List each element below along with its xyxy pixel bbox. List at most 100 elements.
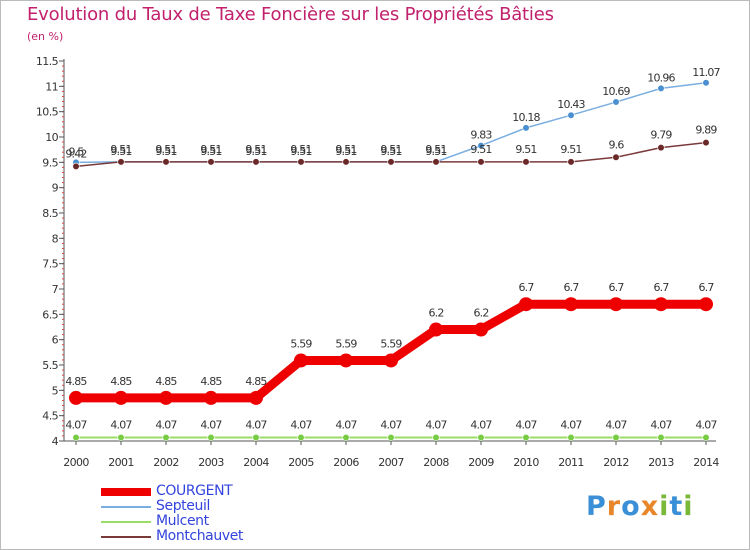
axes — [62, 59, 716, 442]
data-label-montchauvet: 9.51 — [200, 143, 221, 156]
data-label-montchauvet: 9.51 — [560, 143, 581, 156]
x-axis-ticks: 2000 2001 2002 2003 2004 2005 2006 2007 2008 2009… — [63, 441, 720, 469]
data-point-mulcent — [162, 433, 170, 442]
chart-title: Evolution du Taux de Taxe Foncière sur l… — [27, 4, 554, 25]
data-point-montchauvet — [297, 158, 305, 166]
data-point-courgent — [564, 297, 578, 312]
legend-swatch — [101, 488, 151, 496]
legend-label: Montchauvet — [156, 528, 244, 544]
data-label-septeuil: 9.51 — [245, 145, 266, 158]
data-label-septeuil: 9.51 — [335, 145, 356, 158]
data-label-courgent: 4.85 — [65, 375, 87, 388]
legend-item-courgent: COURGENT — [101, 483, 361, 500]
y-tick-label: 11.5 — [36, 55, 59, 68]
data-point-montchauvet — [612, 153, 620, 161]
data-point-montchauvet — [342, 158, 350, 166]
data-label-courgent: 5.59 — [290, 337, 312, 350]
data-label-septeuil: 9.51 — [290, 145, 311, 158]
data-point-montchauvet — [207, 158, 215, 166]
data-label-montchauvet: 9.51 — [290, 143, 311, 156]
data-label-mulcent: 4.07 — [245, 418, 267, 431]
logo-letter: t — [669, 491, 684, 522]
data-label-septeuil: 10.96 — [647, 71, 675, 84]
data-label-septeuil: 9.51 — [425, 145, 446, 158]
legend-item-septeuil: Septeuil — [101, 498, 361, 515]
data-point-courgent — [519, 297, 533, 312]
data-label-mulcent: 4.07 — [515, 418, 537, 431]
x-tick-label: 2002 — [153, 456, 179, 469]
data-label-mulcent: 4.07 — [470, 418, 492, 431]
data-point-septeuil — [657, 84, 665, 92]
data-label-mulcent: 4.07 — [560, 418, 582, 431]
data-point-mulcent — [342, 433, 350, 442]
x-tick-label: 2004 — [243, 456, 269, 469]
data-point-courgent — [159, 390, 173, 405]
data-label-montchauvet: 9.51 — [335, 143, 356, 156]
legend: COURGENT Septeuil Mulcent Montchauvet — [101, 483, 361, 545]
data-point-montchauvet — [477, 158, 485, 166]
data-point-mulcent — [432, 433, 440, 442]
data-label-montchauvet: 9.6 — [608, 138, 624, 151]
data-label-septeuil: 10.69 — [602, 85, 630, 98]
data-point-mulcent — [72, 433, 80, 442]
logo-letter: r — [606, 491, 622, 522]
data-point-courgent — [609, 297, 623, 312]
data-label-courgent: 6.2 — [428, 307, 443, 320]
x-tick-label: 2000 — [63, 456, 89, 469]
legend-label: COURGENT — [156, 483, 233, 499]
data-label-septeuil: 9.51 — [155, 145, 176, 158]
proxiti-logo: Proxiti — [586, 491, 694, 522]
data-label-mulcent: 4.07 — [155, 418, 177, 431]
data-point-septeuil — [477, 142, 485, 150]
data-label-montchauvet: 9.51 — [380, 143, 401, 156]
data-point-montchauvet — [432, 158, 440, 166]
data-point-montchauvet — [162, 158, 170, 166]
data-label-montchauvet: 9.51 — [110, 143, 131, 156]
data-point-courgent — [384, 353, 398, 368]
data-label-mulcent: 4.07 — [605, 418, 627, 431]
data-label-courgent: 4.85 — [245, 375, 267, 388]
x-tick-label: 2008 — [423, 456, 449, 469]
x-tick-label: 2005 — [288, 456, 314, 469]
data-point-mulcent — [522, 433, 530, 442]
legend-swatch — [101, 521, 151, 523]
data-point-courgent — [429, 322, 443, 337]
data-label-courgent: 6.7 — [608, 281, 624, 294]
legend-item-mulcent: Mulcent — [101, 513, 361, 530]
legend-label: Mulcent — [156, 513, 209, 529]
data-point-montchauvet — [387, 158, 395, 166]
data-label-septeuil: 9.51 — [110, 145, 131, 158]
y-tick-label: 7.5 — [42, 258, 58, 271]
data-label-septeuil: 10.43 — [557, 98, 585, 111]
data-label-montchauvet: 9.89 — [695, 124, 717, 137]
data-point-courgent — [294, 353, 308, 368]
data-point-courgent — [654, 297, 668, 312]
data-point-montchauvet — [522, 158, 530, 166]
x-tick-label: 2007 — [378, 456, 404, 469]
data-label-mulcent: 4.07 — [380, 418, 402, 431]
y-tick-label: 11 — [45, 80, 58, 93]
y-tick-label: 10.5 — [36, 106, 59, 119]
data-label-septeuil: 9.83 — [470, 129, 492, 142]
data-label-mulcent: 4.07 — [290, 418, 312, 431]
y-tick-label: 4.5 — [42, 410, 58, 423]
data-point-montchauvet — [702, 138, 710, 147]
data-point-mulcent — [387, 433, 395, 442]
x-tick-label: 2006 — [333, 456, 359, 469]
data-point-mulcent — [207, 433, 215, 442]
data-point-courgent — [249, 390, 263, 405]
y-tick-label: 5 — [52, 384, 59, 397]
legend-swatch — [101, 536, 151, 538]
data-label-courgent: 5.59 — [335, 337, 357, 350]
y-tick-label: 6 — [52, 334, 59, 347]
data-label-montchauvet: 9.51 — [470, 143, 491, 156]
data-label-montchauvet: 9.42 — [65, 147, 86, 160]
y-tick-label: 8.5 — [42, 207, 58, 220]
data-label-courgent: 6.7 — [563, 281, 579, 294]
data-label-montchauvet: 9.51 — [425, 143, 446, 156]
data-point-montchauvet — [567, 158, 575, 166]
data-label-courgent: 4.85 — [110, 375, 132, 388]
data-label-montchauvet: 9.51 — [245, 143, 266, 156]
data-label-mulcent: 4.07 — [65, 418, 87, 431]
